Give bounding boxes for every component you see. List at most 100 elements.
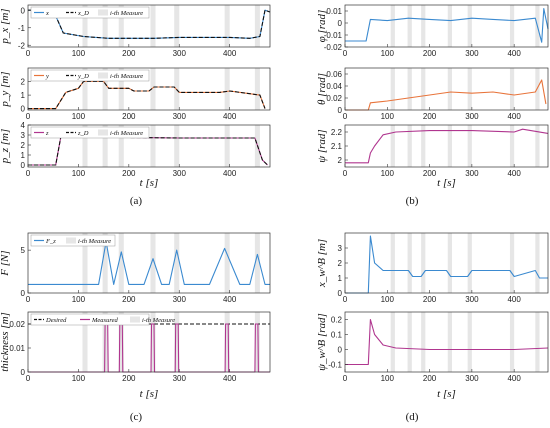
x-tick-label-1: 100 bbox=[381, 374, 395, 383]
measure-band-6 bbox=[254, 68, 260, 110]
x-tick-label-0: 0 bbox=[343, 49, 348, 58]
measure-band-5 bbox=[509, 68, 515, 110]
axes-frame bbox=[27, 124, 271, 168]
measure-band-4 bbox=[467, 125, 472, 167]
measure-band-1 bbox=[407, 125, 412, 167]
x-tick-label-3: 300 bbox=[173, 295, 187, 304]
legend-label-0: Desired bbox=[45, 317, 67, 324]
measure-band-1 bbox=[102, 5, 108, 47]
y-tick-label-2: 2 bbox=[21, 141, 26, 150]
x-tick-label-2: 200 bbox=[423, 169, 437, 178]
y-axis-label: φ [rad] bbox=[316, 10, 328, 43]
legend-swatch-2 bbox=[130, 316, 140, 323]
axes-frame bbox=[27, 67, 271, 111]
series-line-theta-0 bbox=[345, 79, 547, 111]
y-tick-label-0: 2 bbox=[338, 156, 343, 165]
measure-band-2 bbox=[421, 125, 426, 167]
x-tick-label-3: 300 bbox=[465, 49, 479, 58]
x-tick-label-0: 0 bbox=[26, 169, 31, 178]
axes-frame bbox=[344, 67, 549, 111]
measure-band-6 bbox=[535, 312, 540, 372]
x-tick-label-4: 400 bbox=[223, 295, 237, 304]
measure-band-5 bbox=[509, 125, 515, 167]
y-tick-label-1: -1 bbox=[18, 24, 26, 33]
y-tick-label-4: 4 bbox=[21, 121, 26, 130]
measure-band-3 bbox=[447, 233, 452, 293]
x-axis-label: t [s] bbox=[437, 177, 456, 189]
x-tick-label-0: 0 bbox=[343, 169, 348, 178]
measure-band-4 bbox=[174, 125, 180, 167]
y-tick-label-0: 0 bbox=[338, 289, 343, 298]
x-tick-label-4: 400 bbox=[223, 49, 237, 58]
measure-band-1 bbox=[102, 68, 108, 110]
x-tick-label-3: 300 bbox=[173, 169, 187, 178]
y-tick-label-0: 0 bbox=[338, 106, 343, 115]
y-tick-label-2: 2 bbox=[21, 78, 26, 87]
y-tick-label-3: 0.06 bbox=[326, 70, 342, 79]
measure-band-2 bbox=[421, 68, 426, 110]
caption-d: (d) bbox=[406, 411, 419, 423]
x-tick-label-0: 0 bbox=[343, 295, 348, 304]
series-line-y_D-1 bbox=[28, 80, 266, 110]
caption-c: (c) bbox=[130, 411, 143, 423]
measure-band-0 bbox=[82, 233, 88, 293]
measure-band-0 bbox=[82, 125, 88, 167]
measure-band-0 bbox=[390, 312, 395, 372]
x-tick-label-4: 400 bbox=[507, 374, 521, 383]
y-tick-label-1: 0 bbox=[338, 346, 343, 355]
axes-frame bbox=[344, 4, 549, 48]
y-tick-label-1: -0.01 bbox=[324, 31, 343, 40]
y-tick-label-0: 0 bbox=[21, 105, 26, 114]
x-tick-label-2: 200 bbox=[122, 49, 136, 58]
legend-label-1: i-th Measure bbox=[78, 238, 111, 245]
x-tick-label-4: 400 bbox=[223, 169, 237, 178]
x-tick-label-2: 200 bbox=[423, 374, 437, 383]
x-tick-label-0: 0 bbox=[26, 112, 31, 121]
x-tick-label-1: 100 bbox=[381, 169, 395, 178]
legend-label-2: i-th Measure bbox=[110, 10, 143, 17]
measure-band-3 bbox=[150, 5, 156, 47]
measure-band-6 bbox=[254, 5, 260, 47]
measure-band-6 bbox=[254, 312, 260, 372]
measure-band-5 bbox=[224, 312, 230, 372]
measure-band-5 bbox=[509, 312, 515, 372]
x-axis-label: t [s] bbox=[140, 388, 159, 400]
panel-F: 0 100 200 300 400 0 5 F [N] F_z i-th Measure bbox=[0, 232, 271, 304]
legend-box bbox=[30, 6, 150, 19]
series-line-psi-0 bbox=[345, 128, 549, 164]
y-tick-label-2: 0 bbox=[338, 19, 343, 28]
legend-label-0: y bbox=[45, 73, 49, 80]
y-tick-label-2: 0 bbox=[21, 6, 26, 15]
measure-band-0 bbox=[390, 233, 395, 293]
y-tick-label-1: 0.02 bbox=[326, 94, 342, 103]
measure-band-0 bbox=[390, 68, 395, 110]
x-tick-label-1: 100 bbox=[72, 374, 86, 383]
x-tick-label-2: 200 bbox=[122, 295, 136, 304]
legend-swatch-2 bbox=[98, 129, 108, 136]
x-tick-label-0: 0 bbox=[26, 295, 31, 304]
series-line-F_z-0 bbox=[28, 241, 270, 285]
y-axis-label: p_x [m] bbox=[0, 8, 11, 44]
measure-band-1 bbox=[407, 312, 412, 372]
x-tick-label-4: 400 bbox=[223, 374, 237, 383]
measure-band-1 bbox=[102, 233, 108, 293]
measure-band-4 bbox=[174, 5, 180, 47]
measure-band-1 bbox=[102, 125, 108, 167]
legend-label-2: i-th Measure bbox=[110, 130, 143, 137]
x-tick-label-3: 300 bbox=[173, 374, 187, 383]
legend-label-1: y_D bbox=[77, 73, 89, 80]
plot-area bbox=[345, 312, 548, 372]
measure-band-0 bbox=[390, 125, 395, 167]
measure-band-5 bbox=[509, 233, 515, 293]
x-tick-label-2: 200 bbox=[423, 112, 437, 121]
legend-box bbox=[30, 69, 150, 82]
plot-area bbox=[345, 233, 548, 293]
x-tick-label-4: 400 bbox=[507, 112, 521, 121]
y-tick-label-0: -2 bbox=[18, 41, 26, 50]
measure-band-5 bbox=[509, 5, 515, 47]
legend-label-0: x bbox=[45, 10, 49, 17]
legend: F_z i-th Measure bbox=[30, 234, 116, 247]
